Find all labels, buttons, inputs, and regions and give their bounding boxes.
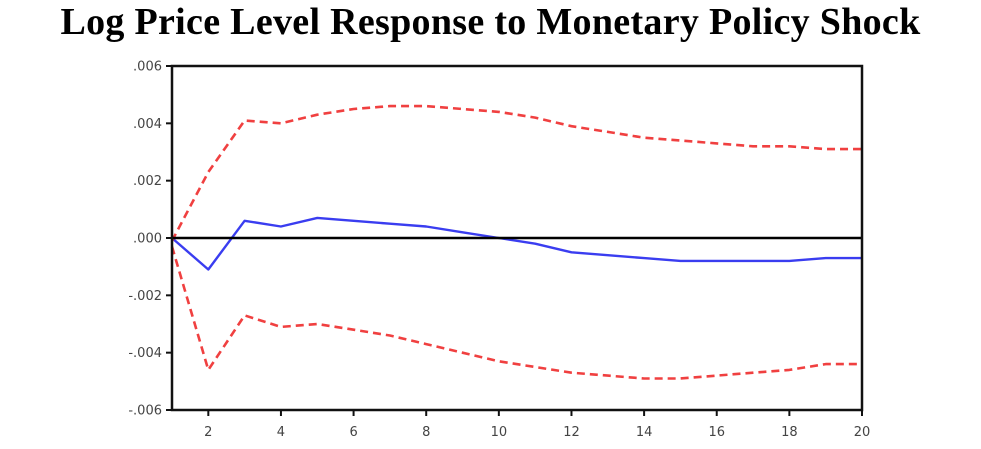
x-tick-label: 12 <box>563 425 580 440</box>
x-tick-label: 8 <box>422 425 430 440</box>
y-tick-label: .002 <box>133 174 162 189</box>
series-layer <box>170 104 862 380</box>
y-tick-label: .000 <box>133 232 162 247</box>
x-tick-label: 10 <box>491 425 508 440</box>
x-tick-label: 16 <box>708 425 725 440</box>
x-tick-label: 2 <box>204 425 212 440</box>
y-tick-label: -.002 <box>128 289 162 304</box>
ticks-layer: .006 .004 .002 .000 -.002 -.004 -.006 2 4 6 8 10 12 1… <box>128 60 870 441</box>
y-tick-label: -.004 <box>128 346 162 361</box>
y-tick-label: -.006 <box>128 404 162 419</box>
x-tick-label: 20 <box>854 425 871 440</box>
series-line-upper-band <box>170 104 862 242</box>
y-tick-label: .006 <box>133 60 162 75</box>
x-tick-label: 18 <box>781 425 798 440</box>
series-line-lower-band <box>170 246 862 380</box>
x-tick-label: 14 <box>636 425 653 440</box>
series-line-response <box>171 216 862 271</box>
chart-title: Log Price Level Response to Monetary Pol… <box>60 1 921 43</box>
y-tick-label: .004 <box>133 117 162 132</box>
x-tick-label: 6 <box>349 425 357 440</box>
x-tick-label: 4 <box>277 425 285 440</box>
